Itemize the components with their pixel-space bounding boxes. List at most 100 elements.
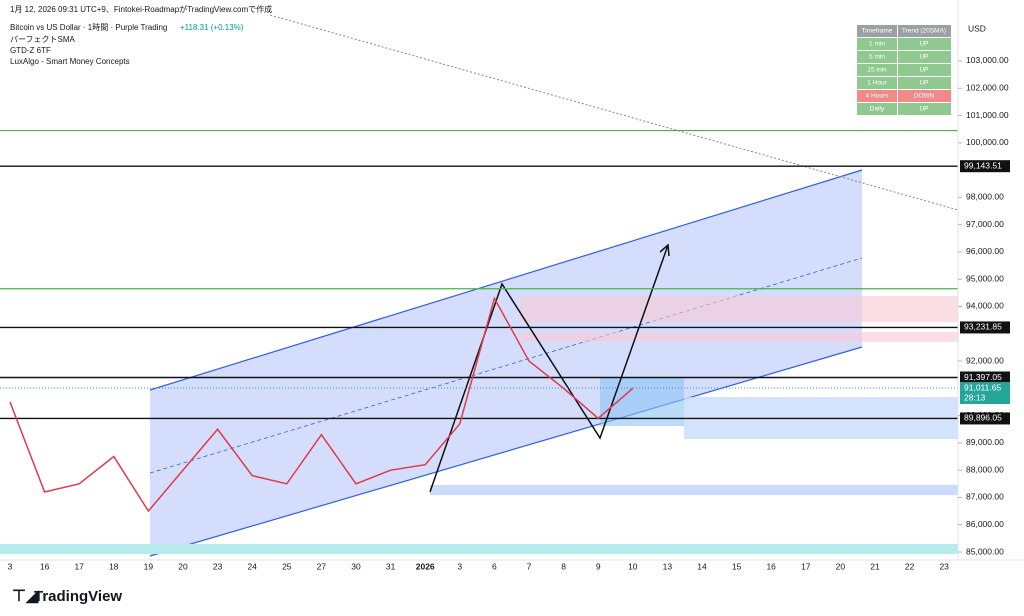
y-tick-label: 102,000.00: [966, 83, 1009, 93]
x-tick-label: 23: [213, 561, 223, 571]
x-tick-label: 8: [561, 561, 566, 571]
timeframe: 4 Hours: [866, 93, 890, 100]
x-tick-label: 21: [870, 561, 880, 571]
logo: TradingView: [34, 588, 122, 605]
x-tick-label: 24: [247, 561, 257, 571]
level-label: 91,397.05: [964, 372, 1002, 382]
y-tick-label: 96,000.00: [966, 246, 1004, 256]
x-tick-label: 3: [8, 561, 13, 571]
trend: UP: [919, 67, 928, 74]
level-label: 99,143.51: [964, 160, 1002, 170]
symbol: Bitcoin vs US Dollar · 1時間 · Purple Trad…: [10, 23, 167, 32]
logo-mark: ⊤◢: [12, 588, 39, 605]
timeframe: 5 min: [869, 54, 885, 61]
indicator: LuxAlgo - Smart Money Concepts: [10, 57, 130, 66]
change: +118.31 (+0.13%): [180, 23, 244, 32]
x-tick-label: 18: [109, 561, 119, 571]
table-cell: [898, 90, 951, 102]
currency: USD: [968, 23, 986, 33]
y-tick-label: 86,000.00: [966, 519, 1004, 529]
x-tick-label: 22: [905, 561, 915, 571]
y-tick-label: 85,000.00: [966, 546, 1004, 556]
x-tick-label: 20: [836, 561, 846, 571]
table-cell: [898, 38, 951, 50]
channel-area: [150, 170, 862, 556]
x-tick-label: 17: [74, 561, 84, 571]
level-label-bg: [960, 412, 1010, 425]
table-header: Timeframe: [862, 28, 893, 35]
y-tick-label: 95,000.00: [966, 273, 1004, 283]
trend-line: [269, 14, 959, 211]
demand-zone: [430, 485, 958, 495]
x-tick-label: 9: [596, 561, 601, 571]
table-cell: [857, 64, 897, 76]
timeframe: 1 Hour: [867, 80, 887, 87]
arrow-head: [659, 243, 670, 257]
table-cell: [898, 64, 951, 76]
trend: DOWN: [914, 93, 935, 100]
channel-bottom: [149, 346, 863, 557]
x-tick-label: 2026: [416, 561, 435, 571]
x-tick-label: 16: [40, 561, 50, 571]
x-tick-label: 13: [663, 561, 673, 571]
timeframe: 15 min: [867, 67, 887, 74]
created-note: 1月 12, 2026 09:31 UTC+9、Fintokei-Roadmap…: [10, 4, 272, 14]
channel-mid: [149, 257, 863, 474]
plot: [0, 129, 958, 513]
trend: UP: [919, 80, 928, 87]
level-label-bg: [960, 160, 1010, 173]
countdown: 28:13: [964, 392, 986, 402]
timeframe: 1 min: [869, 41, 885, 48]
trend: UP: [919, 54, 928, 61]
level-label: 89,896.05: [964, 413, 1002, 423]
x-tick-label: 20: [178, 561, 188, 571]
x-tick-label: 17: [801, 561, 811, 571]
table-header-cell: [898, 25, 951, 37]
last-price-bg: [960, 382, 1010, 405]
price-line: [9, 296, 634, 513]
table-header-cell: [857, 25, 897, 37]
x-tick-label: 25: [282, 561, 292, 571]
x-tick-label: 10: [628, 561, 638, 571]
timeframe: Daily: [870, 106, 885, 113]
x-tick-label: 27: [317, 561, 327, 571]
supply-zone: [520, 332, 958, 342]
supply-zone: [520, 296, 958, 322]
x-tick-label: 23: [939, 561, 949, 571]
demand-zone: [0, 544, 958, 554]
x-tick-label: 14: [697, 561, 707, 571]
level-label-bg: [960, 371, 1010, 384]
x-tick-label: 31: [386, 561, 396, 571]
trend-table: Timeframe Trend (20SMA) 1 min UP 5 min UP 15…: [857, 25, 951, 115]
level-label: 93,231.85: [964, 322, 1002, 332]
x-tick-label: 6: [492, 561, 497, 571]
y-tick-label: 103,000.00: [966, 55, 1009, 65]
x-tick-label: 3: [457, 561, 462, 571]
y-tick-label: 94,000.00: [966, 301, 1004, 311]
y-tick-label: 87,000.00: [966, 492, 1004, 502]
table-cell: [898, 103, 951, 115]
table-header: Trend (20SMA): [902, 28, 946, 35]
y-tick-label: 88,000.00: [966, 464, 1004, 474]
table-cell: [857, 38, 897, 50]
channel-top: [149, 169, 863, 391]
x-tick-label: 16: [766, 561, 776, 571]
table-cell: [857, 103, 897, 115]
x-tick-label: 30: [351, 561, 361, 571]
x-tick-label: 7: [527, 561, 532, 571]
y-tick-label: 101,000.00: [966, 110, 1009, 120]
trend: UP: [919, 106, 928, 113]
y-tick-label: 92,000.00: [966, 355, 1004, 365]
x-tick-label: 15: [732, 561, 742, 571]
indicator: GTD-Z 6TF: [10, 46, 51, 55]
level-label-bg: [960, 321, 1010, 334]
y-tick-label: 98,000.00: [966, 192, 1004, 202]
y-tick-label: 100,000.00: [966, 137, 1009, 147]
table-cell: [898, 51, 951, 63]
table-cell: [857, 77, 897, 89]
y-tick-label: 97,000.00: [966, 219, 1004, 229]
y-tick-label: 89,000.00: [966, 437, 1004, 447]
last-price-label: 91,011.65: [964, 382, 1001, 392]
table-cell: [898, 77, 951, 89]
